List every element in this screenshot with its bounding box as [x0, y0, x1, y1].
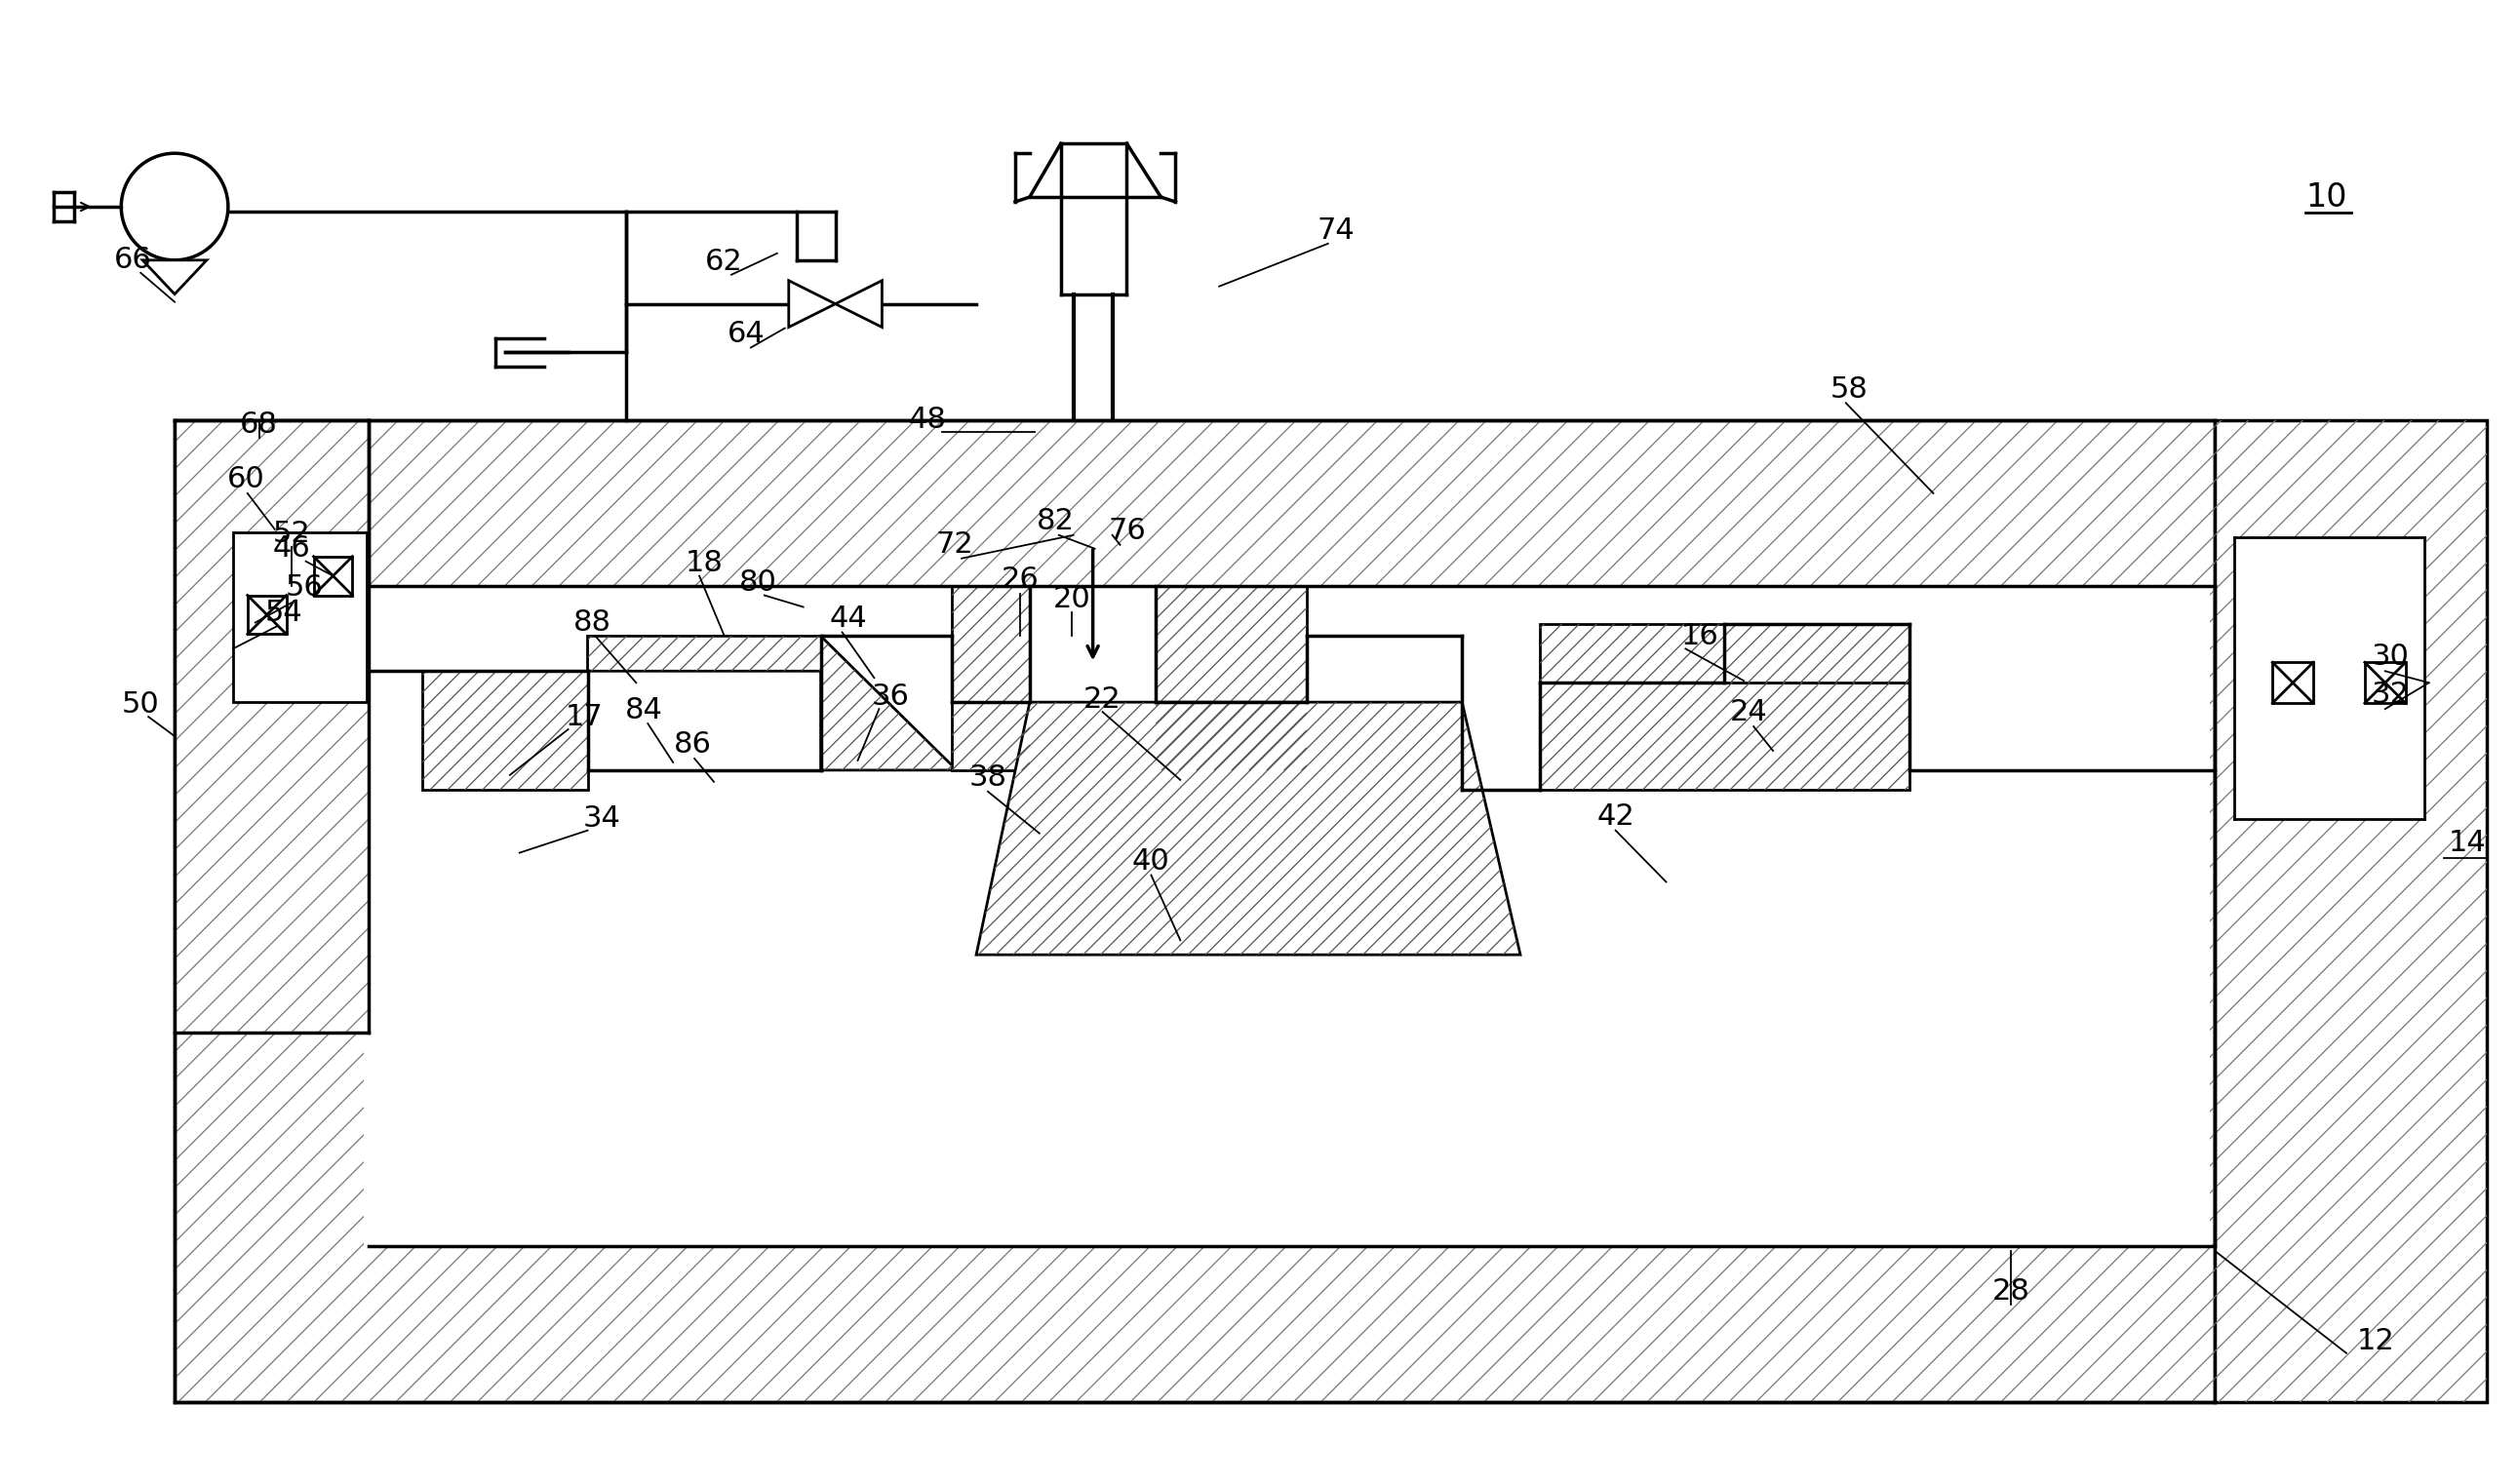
- Text: 30: 30: [2372, 643, 2410, 671]
- Text: 84: 84: [624, 696, 662, 724]
- Text: 50: 50: [121, 690, 159, 718]
- Polygon shape: [836, 280, 881, 326]
- Polygon shape: [144, 260, 206, 294]
- Text: 80: 80: [738, 568, 776, 597]
- Text: 40: 40: [1133, 847, 1171, 876]
- Text: 28: 28: [1992, 1278, 2030, 1306]
- Text: 42: 42: [1596, 803, 1634, 831]
- Polygon shape: [365, 586, 2211, 1247]
- Text: 88: 88: [574, 608, 612, 637]
- Polygon shape: [2216, 420, 2488, 1401]
- Text: 68: 68: [239, 410, 277, 438]
- Text: 52: 52: [272, 519, 310, 548]
- Text: 82: 82: [1037, 508, 1075, 536]
- Polygon shape: [952, 586, 1030, 770]
- Bar: [2271, 662, 2314, 703]
- Text: 12: 12: [2357, 1327, 2395, 1355]
- Polygon shape: [423, 671, 587, 789]
- Circle shape: [121, 153, 229, 260]
- Text: 26: 26: [1002, 565, 1040, 594]
- Polygon shape: [977, 702, 1521, 954]
- Polygon shape: [1541, 625, 1909, 683]
- Text: 64: 64: [728, 321, 765, 349]
- Bar: [1060, 144, 1128, 294]
- Text: 38: 38: [969, 764, 1007, 792]
- Text: 72: 72: [937, 531, 974, 559]
- Bar: [2364, 662, 2405, 703]
- Text: 54: 54: [264, 598, 302, 626]
- Text: 18: 18: [685, 549, 723, 577]
- Polygon shape: [174, 420, 370, 1033]
- Text: 56: 56: [285, 573, 322, 601]
- Text: 32: 32: [2372, 680, 2410, 708]
- Polygon shape: [174, 420, 2216, 1401]
- Text: 76: 76: [1108, 516, 1146, 545]
- Text: 44: 44: [828, 604, 866, 632]
- Polygon shape: [587, 637, 957, 770]
- Text: 22: 22: [1083, 686, 1121, 714]
- Text: 36: 36: [871, 683, 909, 711]
- Polygon shape: [1463, 683, 1909, 789]
- Bar: [2233, 537, 2425, 819]
- Polygon shape: [2216, 420, 2488, 1401]
- Text: 17: 17: [567, 702, 604, 732]
- Text: 62: 62: [705, 248, 743, 276]
- Text: 10: 10: [2306, 181, 2347, 214]
- Text: 24: 24: [1730, 697, 1768, 726]
- Polygon shape: [1156, 586, 1307, 770]
- Text: 14: 14: [2450, 830, 2488, 858]
- Bar: [234, 533, 368, 702]
- Polygon shape: [1541, 625, 1909, 683]
- Bar: [315, 556, 353, 595]
- Text: 16: 16: [1682, 622, 1720, 650]
- Bar: [247, 595, 287, 634]
- Text: 46: 46: [272, 534, 310, 562]
- Text: 48: 48: [909, 405, 947, 433]
- Polygon shape: [174, 420, 370, 1033]
- Polygon shape: [952, 586, 1030, 770]
- Polygon shape: [174, 420, 370, 1033]
- Polygon shape: [977, 702, 1521, 954]
- Polygon shape: [174, 420, 2216, 1401]
- Polygon shape: [788, 280, 836, 326]
- Polygon shape: [1156, 586, 1307, 770]
- Text: 66: 66: [113, 246, 151, 275]
- Text: 60: 60: [227, 466, 264, 494]
- Text: 74: 74: [1317, 217, 1355, 245]
- Polygon shape: [587, 637, 957, 770]
- Polygon shape: [1463, 683, 1909, 789]
- Text: 20: 20: [1053, 585, 1090, 613]
- Text: 58: 58: [1831, 375, 1868, 404]
- Polygon shape: [423, 671, 587, 789]
- Text: 86: 86: [675, 730, 713, 758]
- Text: 34: 34: [584, 804, 622, 833]
